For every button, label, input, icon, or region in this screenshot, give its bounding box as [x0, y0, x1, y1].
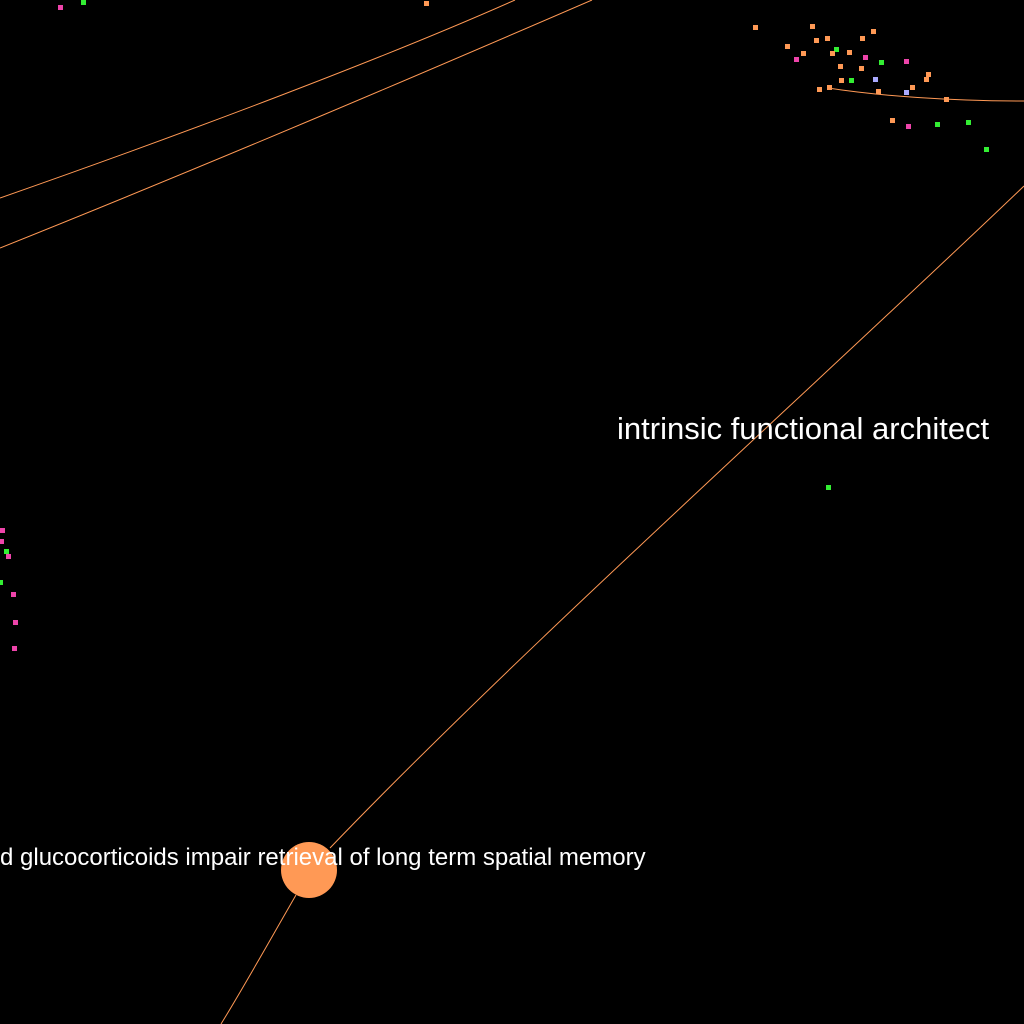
- graph-node[interactable]: [860, 36, 865, 41]
- graph-node[interactable]: [817, 87, 822, 92]
- graph-node[interactable]: [876, 89, 881, 94]
- graph-node[interactable]: [966, 120, 971, 125]
- architecture-node-label: intrinsic functional architect: [617, 411, 990, 446]
- graph-node[interactable]: [871, 29, 876, 34]
- graph-node[interactable]: [827, 85, 832, 90]
- graph-node[interactable]: [849, 78, 854, 83]
- graph-node[interactable]: [12, 646, 17, 651]
- graph-node[interactable]: [6, 554, 11, 559]
- graph-node[interactable]: [81, 0, 86, 5]
- graph-node[interactable]: [879, 60, 884, 65]
- graph-node[interactable]: [904, 59, 909, 64]
- focus-node[interactable]: [281, 842, 337, 898]
- focus-node-label: d glucocorticoids impair retrieval of lo…: [0, 844, 646, 871]
- graph-node[interactable]: [785, 44, 790, 49]
- graph-node[interactable]: [863, 55, 868, 60]
- graph-node[interactable]: [830, 51, 835, 56]
- graph-node[interactable]: [838, 64, 843, 69]
- graph-node[interactable]: [890, 118, 895, 123]
- graph-node[interactable]: [58, 5, 63, 10]
- graph-node[interactable]: [847, 50, 852, 55]
- node-layer: [0, 0, 989, 651]
- graph-node[interactable]: [944, 97, 949, 102]
- graph-node[interactable]: [4, 549, 9, 554]
- graph-node[interactable]: [984, 147, 989, 152]
- graph-node[interactable]: [825, 36, 830, 41]
- graph-node[interactable]: [810, 24, 815, 29]
- graph-node[interactable]: [924, 77, 929, 82]
- graph-node[interactable]: [926, 72, 931, 77]
- graph-node[interactable]: [834, 47, 839, 52]
- graph-node[interactable]: [0, 528, 5, 533]
- graph-node[interactable]: [826, 485, 831, 490]
- graph-node[interactable]: [424, 1, 429, 6]
- graph-node[interactable]: [904, 90, 909, 95]
- graph-node[interactable]: [906, 124, 911, 129]
- graph-node[interactable]: [0, 580, 3, 585]
- graph-node[interactable]: [0, 539, 4, 544]
- edge-cluster-right: [827, 87, 1024, 102]
- graph-node[interactable]: [873, 77, 878, 82]
- graph-node[interactable]: [814, 38, 819, 43]
- edge-curve-top-1: [0, 0, 516, 199]
- graph-node[interactable]: [801, 51, 806, 56]
- graph-node[interactable]: [859, 66, 864, 71]
- graph-node[interactable]: [794, 57, 799, 62]
- graph-node[interactable]: [910, 85, 915, 90]
- graph-node[interactable]: [13, 620, 18, 625]
- graph-node[interactable]: [839, 78, 844, 83]
- edge-diagonal-long: [329, 185, 1024, 849]
- graph-node[interactable]: [935, 122, 940, 127]
- graph-node[interactable]: [753, 25, 758, 30]
- graph-node[interactable]: [11, 592, 16, 597]
- edge-diagonal-lower: [220, 894, 297, 1024]
- edge-curve-top-2: [0, 0, 593, 249]
